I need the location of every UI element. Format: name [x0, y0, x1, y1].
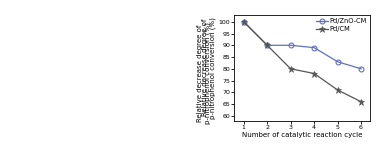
Text: Relative decrease degree of
p-nitrophenol conversion (%): Relative decrease degree of p-nitropheno… — [197, 22, 211, 125]
Pd/CM — [312, 73, 316, 74]
Pd/CM — [288, 68, 293, 70]
Pd/ZnO-CM — [242, 21, 246, 23]
Pd/CM — [265, 44, 270, 46]
Pd/ZnO-CM — [265, 44, 270, 46]
X-axis label: Number of catalytic reaction cycle: Number of catalytic reaction cycle — [242, 132, 363, 138]
Pd/ZnO-CM — [312, 47, 316, 49]
Pd/CM — [242, 21, 246, 23]
Line: Pd/ZnO-CM: Pd/ZnO-CM — [241, 19, 364, 71]
Pd/CM — [335, 89, 340, 91]
Pd/ZnO-CM — [288, 44, 293, 46]
Pd/ZnO-CM — [359, 68, 363, 70]
Pd/CM — [359, 101, 363, 103]
Line: Pd/CM: Pd/CM — [240, 18, 364, 105]
Y-axis label: Relative decrease degree of
p-nitrophenol conversion (%): Relative decrease degree of p-nitropheno… — [202, 17, 216, 119]
Pd/ZnO-CM — [335, 61, 340, 63]
Legend: Pd/ZnO-CM, Pd/CM: Pd/ZnO-CM, Pd/CM — [314, 17, 369, 33]
